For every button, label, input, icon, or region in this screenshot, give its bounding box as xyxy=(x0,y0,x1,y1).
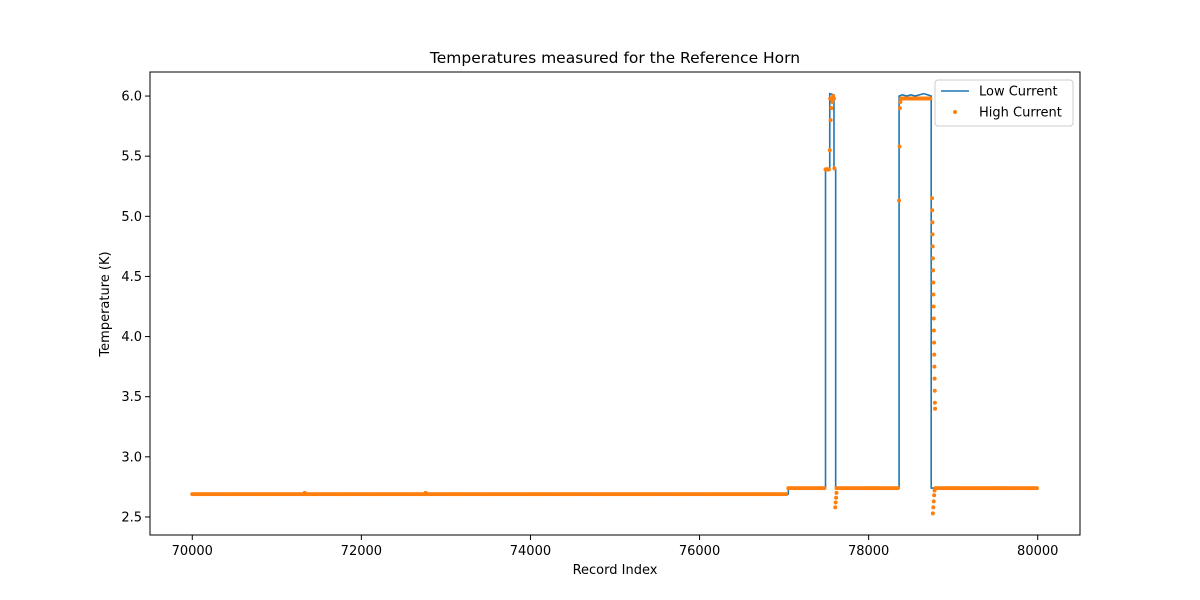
data-point xyxy=(302,490,307,495)
y-tick-label: 6.0 xyxy=(121,90,142,105)
data-point xyxy=(895,486,900,491)
x-tick-label: 70000 xyxy=(172,544,213,559)
data-point xyxy=(928,96,933,101)
legend-label: High Current xyxy=(979,106,1062,121)
data-point xyxy=(898,100,903,105)
data-point xyxy=(931,328,936,333)
legend: Low Current High Current xyxy=(934,79,1074,127)
data-point xyxy=(932,352,937,357)
data-point xyxy=(930,256,935,261)
data-point xyxy=(931,505,936,510)
y-tick-label: 2.5 xyxy=(121,510,142,525)
x-tick-label: 76000 xyxy=(679,544,720,559)
axes-frame xyxy=(149,71,1081,536)
data-point xyxy=(933,406,938,411)
legend-swatch-marker xyxy=(953,110,957,114)
data-point xyxy=(423,490,428,495)
legend-box xyxy=(934,79,1074,127)
data-point xyxy=(832,166,837,171)
x-tick-label: 74000 xyxy=(510,544,551,559)
data-point xyxy=(930,208,935,213)
data-point xyxy=(932,340,937,345)
data-point xyxy=(931,268,936,273)
data-point xyxy=(932,493,937,498)
data-point xyxy=(784,492,789,497)
y-tick-label: 5.0 xyxy=(121,210,142,225)
data-point xyxy=(930,196,935,201)
data-point xyxy=(932,400,937,405)
data-point xyxy=(932,388,937,393)
x-tick-label: 72000 xyxy=(341,544,382,559)
plot-area: 70000 72000 74000 76000 78000 80000 2.5 3.0 3.5 4… xyxy=(121,71,1081,559)
data-point xyxy=(897,106,902,111)
data-point xyxy=(833,500,838,505)
x-tick-label: 80000 xyxy=(1017,544,1058,559)
y-tick-label: 4.5 xyxy=(121,270,142,285)
y-axis-label: Temperature (K) xyxy=(98,251,113,357)
data-point xyxy=(827,148,832,153)
y-tick-label: 3.0 xyxy=(121,450,142,465)
data-point xyxy=(930,511,935,516)
data-point xyxy=(831,94,836,99)
data-point xyxy=(931,280,936,285)
y-tick-label: 3.5 xyxy=(121,390,142,405)
chart-title: Temperatures measured for the Reference … xyxy=(429,49,800,67)
data-point xyxy=(930,220,935,225)
data-point xyxy=(931,304,936,309)
x-axis-label: Record Index xyxy=(573,563,658,578)
data-point xyxy=(828,118,833,123)
data-point xyxy=(834,490,839,495)
data-point xyxy=(830,100,835,105)
data-point xyxy=(826,167,831,172)
y-tick-label: 5.5 xyxy=(121,150,142,165)
x-tick-label: 78000 xyxy=(848,544,889,559)
data-point xyxy=(932,364,937,369)
data-point xyxy=(829,106,834,111)
y-tick-label: 4.0 xyxy=(121,330,142,345)
data-point xyxy=(833,505,838,510)
data-point xyxy=(932,488,937,493)
data-point xyxy=(930,244,935,249)
data-point xyxy=(932,376,937,381)
data-point xyxy=(930,232,935,237)
data-point xyxy=(1034,486,1039,491)
data-point xyxy=(897,144,902,149)
legend-label: Low Current xyxy=(979,85,1058,100)
data-point xyxy=(897,198,902,203)
data-point xyxy=(931,316,936,321)
series-scatter-high-current xyxy=(190,94,1039,516)
data-point xyxy=(834,495,839,500)
data-point xyxy=(931,292,936,297)
data-point xyxy=(822,486,827,491)
data-point xyxy=(931,499,936,504)
